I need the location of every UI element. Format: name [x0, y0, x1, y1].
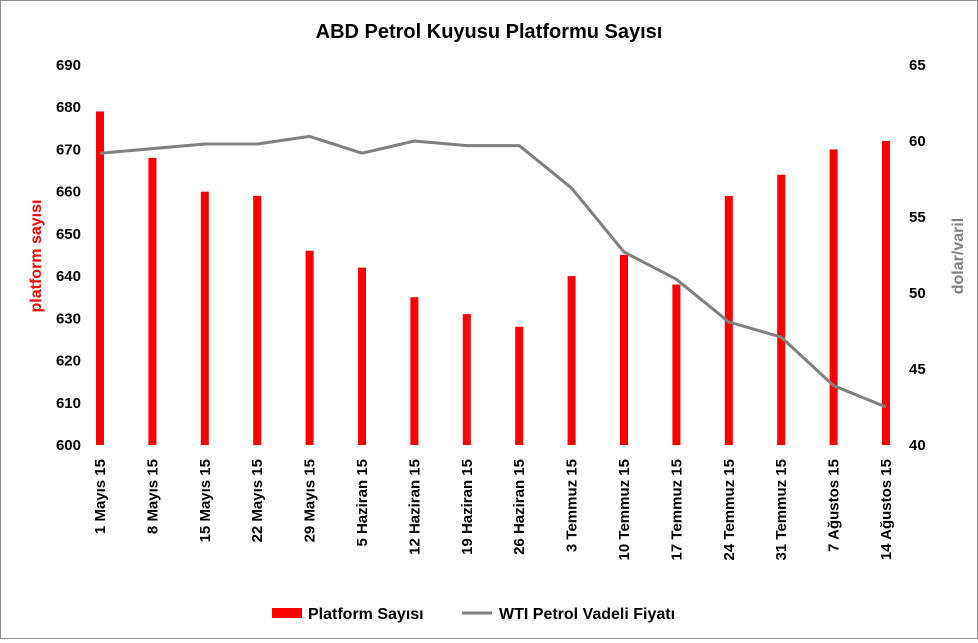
right-tick-label: 40 — [909, 437, 926, 454]
legend-bar-swatch — [272, 608, 302, 618]
bar-series — [96, 111, 890, 445]
wti-line — [99, 134, 887, 409]
bar-10 — [567, 276, 576, 445]
x-tick-label: 22 Mayıs 15 — [249, 459, 266, 542]
x-tick-label: 14 Ağustos 15 — [878, 459, 895, 560]
left-tick-label: 600 — [56, 437, 81, 454]
x-tick-label: 5 Haziran 15 — [354, 459, 371, 547]
right-tick-label: 60 — [909, 133, 926, 150]
left-tick-label: 670 — [56, 141, 81, 158]
left-tick-label: 610 — [56, 395, 81, 412]
x-tick-label: 29 Mayıs 15 — [302, 459, 319, 542]
bar-14 — [777, 174, 786, 445]
bar-4 — [253, 195, 262, 445]
bar-16 — [882, 141, 890, 445]
right-axis-label: dolar/varil — [950, 218, 967, 294]
line-series — [99, 134, 887, 409]
x-tick-label: 15 Mayıs 15 — [197, 459, 214, 542]
x-tick-label: 24 Temmuz 15 — [721, 459, 738, 560]
left-axis-ticks: 600 610 620 630 640 650 660 670 680 690 — [56, 57, 81, 454]
right-tick-label: 55 — [909, 209, 926, 226]
left-tick-label: 640 — [56, 268, 81, 285]
left-tick-label: 680 — [56, 99, 81, 116]
x-tick-label: 17 Temmuz 15 — [668, 459, 685, 560]
bar-8 — [462, 314, 471, 445]
x-tick-label: 26 Haziran 15 — [511, 459, 528, 555]
x-tick-label: 3 Temmuz 15 — [564, 459, 581, 552]
x-tick-label: 31 Temmuz 15 — [773, 459, 790, 560]
x-tick-label: 1 Mayıs 15 — [92, 459, 109, 534]
x-tick-label: 8 Mayıs 15 — [144, 459, 161, 534]
x-axis-ticks: 1 Mayıs 15 8 Mayıs 15 15 Mayıs 15 22 Mayıs … — [92, 459, 895, 560]
bar-2 — [148, 157, 157, 445]
left-tick-label: 620 — [56, 353, 81, 370]
bar-12 — [672, 284, 681, 445]
right-tick-label: 65 — [909, 57, 926, 74]
bar-5 — [305, 250, 314, 445]
left-tick-label: 650 — [56, 226, 81, 243]
bar-1 — [96, 111, 104, 445]
x-tick-label: 12 Haziran 15 — [406, 459, 423, 555]
bar-15 — [829, 149, 838, 445]
left-axis-label: platform sayısı — [28, 200, 45, 313]
right-tick-label: 50 — [909, 285, 926, 302]
bar-3 — [200, 191, 209, 445]
legend-line-label: WTI Petrol Vadeli Fiyatı — [499, 606, 675, 623]
left-tick-label: 690 — [56, 57, 81, 74]
bar-6 — [358, 267, 366, 445]
left-tick-label: 630 — [56, 310, 81, 327]
left-tick-label: 660 — [56, 184, 81, 201]
legend: Platform Sayısı WTI Petrol Vadeli Fiyatı — [272, 606, 675, 623]
bar-11 — [620, 255, 628, 445]
bar-7 — [410, 297, 419, 445]
bar-9 — [515, 326, 524, 445]
x-tick-label: 7 Ağustos 15 — [826, 459, 843, 552]
right-axis-ticks: 40 45 50 55 60 65 — [909, 57, 926, 454]
legend-bar-label: Platform Sayısı — [308, 606, 424, 623]
chart-title: ABD Petrol Kuyusu Platformu Sayısı — [316, 21, 663, 43]
right-tick-label: 45 — [909, 361, 926, 378]
x-tick-label: 19 Haziran 15 — [459, 459, 476, 555]
x-tick-label: 10 Temmuz 15 — [616, 459, 633, 560]
